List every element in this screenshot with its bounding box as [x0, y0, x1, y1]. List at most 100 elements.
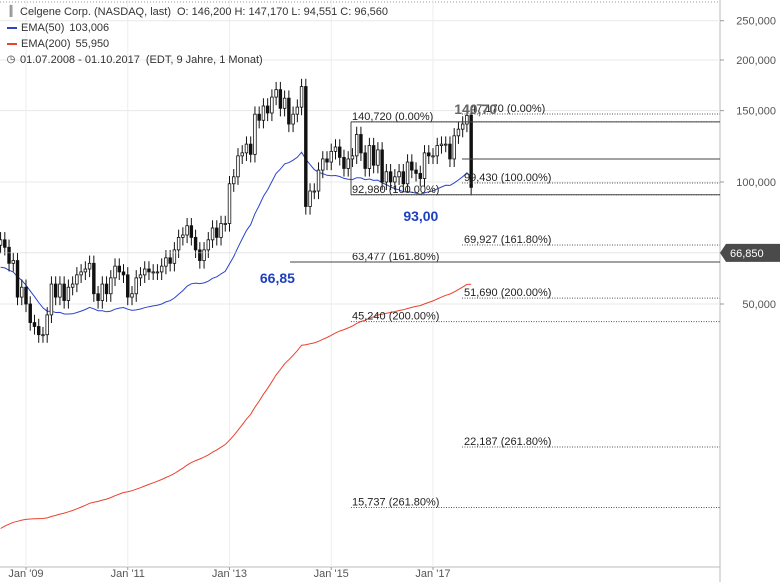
- x-tick-label: Jan '17: [415, 568, 450, 580]
- candle-body: [456, 128, 461, 137]
- legend-range: 01.07.2008 - 01.10.2017: [20, 54, 140, 66]
- x-tick-label: Jan '09: [8, 568, 43, 580]
- candle-body: [7, 246, 11, 264]
- candle-body: [3, 239, 7, 248]
- candle-body: [414, 169, 418, 174]
- candle-body: [439, 143, 444, 146]
- candle-body: [109, 277, 113, 295]
- candle-body: [79, 271, 83, 276]
- candle-body: [393, 176, 397, 183]
- candle-body: [295, 106, 300, 115]
- ema50-line: [0, 151, 472, 315]
- candle-body: [350, 155, 355, 160]
- candle-body: [376, 149, 380, 166]
- candle-body: [53, 283, 58, 298]
- candle-body: [431, 155, 435, 158]
- candle-body: [193, 236, 198, 251]
- candle-body: [58, 283, 62, 298]
- candle-body: [113, 265, 117, 279]
- candle-body: [448, 143, 452, 160]
- candle-body: [452, 135, 456, 160]
- y-tick-label: 100,000: [736, 177, 776, 189]
- candle-body: [444, 143, 448, 146]
- candle-body: [321, 158, 325, 171]
- candle-body: [147, 268, 151, 273]
- candles-layer: [0, 78, 473, 343]
- candle-body: [168, 257, 172, 264]
- candle-body: [28, 303, 32, 323]
- candle-body: [227, 183, 232, 224]
- candle-body: [20, 286, 24, 298]
- candle-body: [397, 171, 401, 178]
- candle-body: [371, 145, 376, 166]
- ema50-layer: [0, 151, 472, 315]
- y-tick-label: 150,000: [736, 106, 776, 118]
- ema200-layer: [0, 283, 472, 529]
- candle-body: [83, 268, 88, 273]
- candle-body: [210, 227, 215, 241]
- legend-title: Celgene Corp. (NASDAQ, last): [20, 6, 171, 18]
- candle-body: [333, 146, 338, 152]
- candle-body: [198, 249, 202, 261]
- clock-icon: ◷: [6, 54, 16, 65]
- candle-body: [96, 293, 100, 301]
- candle-body: [92, 262, 96, 295]
- candle-body: [32, 322, 37, 327]
- fib-right-label: 69,927 (161.80%): [464, 234, 551, 246]
- y-tick-label: 50,000: [742, 299, 776, 311]
- candle-body: [338, 146, 342, 158]
- candle-body: [278, 89, 283, 109]
- fib-right-label: 22,187 (261.80%): [464, 436, 551, 448]
- ema50-swatch: [7, 27, 17, 29]
- candle-body: [282, 97, 287, 109]
- candle-body: [62, 283, 66, 301]
- fib-left-label: 140,720 (0.00%): [352, 111, 433, 123]
- candle-body: [134, 277, 138, 295]
- candle-body: [427, 152, 431, 157]
- candle-body: [41, 334, 45, 337]
- candle-body: [469, 114, 473, 188]
- legend-ema200-value: 55,950: [75, 38, 110, 50]
- candle-body: [87, 262, 92, 270]
- candle-body: [248, 143, 253, 155]
- annotation-label: 66,85: [260, 270, 295, 286]
- y-axis: 50,000 100,000 150,000 200,000 250,000 66,850: [0, 16, 780, 311]
- candle-body: [181, 234, 185, 238]
- chart-legend: ║ Celgene Corp. (NASDAQ, last) O: 146,20…: [6, 4, 388, 68]
- candle-body: [155, 271, 160, 274]
- candle-body: [465, 114, 469, 125]
- legend-ema50-label: EMA(50): [21, 22, 65, 34]
- candle-body: [164, 257, 168, 267]
- candle-body: [159, 265, 164, 273]
- candle-body: [384, 171, 389, 183]
- fib-right-label: 99,430 (100.00%): [464, 172, 551, 184]
- candle-body: [401, 171, 406, 185]
- candle-body: [244, 143, 249, 154]
- candle-body: [66, 286, 71, 301]
- y-tick-label: 250,000: [736, 16, 776, 28]
- candle-body: [342, 157, 346, 169]
- candle-body: [142, 268, 147, 276]
- candle-body: [104, 283, 109, 295]
- candle-body: [219, 223, 223, 238]
- candle-body: [380, 149, 384, 183]
- ema200-swatch: [7, 43, 17, 45]
- candle-body: [130, 293, 134, 298]
- candle-body: [202, 249, 206, 261]
- annotation-label: 140,70: [454, 101, 497, 117]
- candle-body: [367, 145, 372, 169]
- fib-left-label: 45,240 (200.00%): [352, 311, 439, 323]
- candle-body: [100, 283, 105, 301]
- candle-body: [24, 286, 28, 305]
- candle-body: [435, 145, 439, 157]
- legend-ohlc: O: 146,200 H: 147,170 L: 94,551 C: 96,56…: [177, 6, 388, 18]
- candle-body: [422, 152, 427, 179]
- candle-body: [151, 271, 155, 274]
- candle-body: [232, 176, 236, 185]
- candle-body: [126, 274, 130, 298]
- annotations-layer: 140,70 93,00 66,85: [260, 101, 497, 286]
- legend-ema50-value: 103,006: [69, 22, 110, 34]
- candlestick-icon: ║: [7, 6, 15, 17]
- candle-body: [117, 265, 121, 273]
